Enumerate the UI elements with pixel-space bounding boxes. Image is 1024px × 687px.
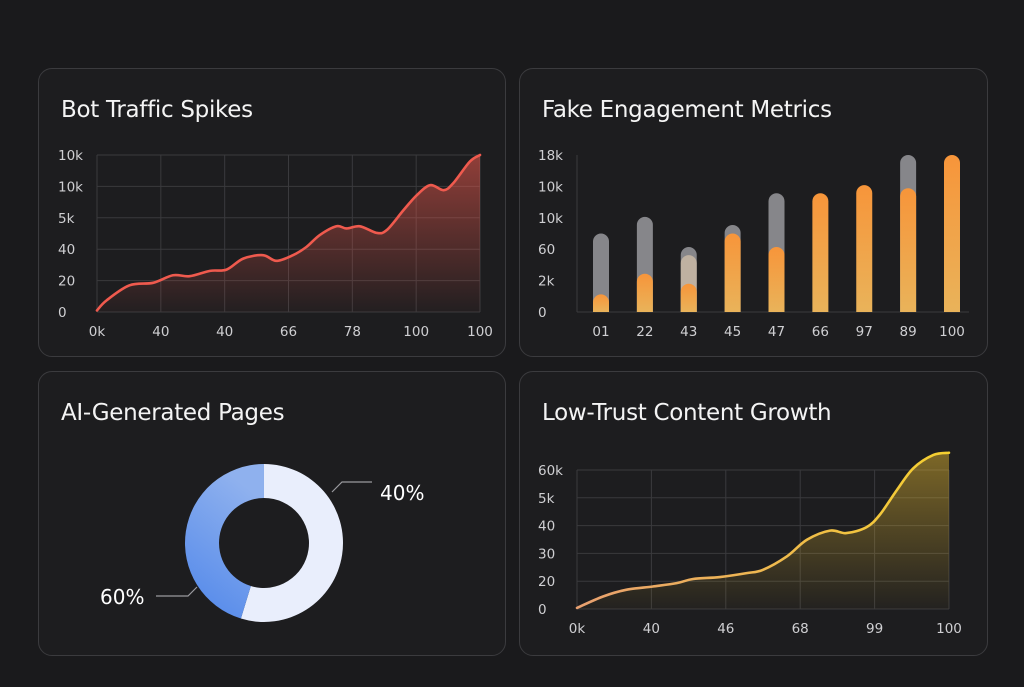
x-tick-label: 0k <box>569 621 586 637</box>
y-tick-label: 10k <box>538 211 563 227</box>
x-tick-label: 22 <box>636 324 653 340</box>
area-fill <box>577 452 949 609</box>
x-tick-label: 68 <box>792 621 809 637</box>
bar <box>680 283 697 312</box>
x-tick-label: 100 <box>403 324 429 340</box>
bot-traffic-title: Bot Traffic Spikes <box>61 97 253 123</box>
x-tick-label: 40 <box>643 621 660 637</box>
x-tick-label: 43 <box>680 324 697 340</box>
x-tick-label: 46 <box>717 621 734 637</box>
x-tick-label: 100 <box>936 621 962 637</box>
x-tick-label: 100 <box>467 324 493 340</box>
x-tick-label: 100 <box>939 324 965 340</box>
slice-label-40: 40% <box>380 481 424 505</box>
y-tick-label: 10k <box>538 179 563 195</box>
bar <box>944 155 960 312</box>
series-line <box>95 153 482 312</box>
x-tick-label: 45 <box>724 324 741 340</box>
slice-label-60: 60% <box>100 585 144 609</box>
bar <box>724 233 741 312</box>
y-tick-label: 2k <box>538 274 555 290</box>
leader-line-60 <box>156 586 198 597</box>
x-tick-label: 40 <box>216 324 233 340</box>
bar <box>856 185 873 312</box>
y-tick-label: 20 <box>538 574 555 590</box>
y-tick-label: 40 <box>58 242 75 258</box>
x-tick-label: 99 <box>866 621 883 637</box>
x-tick-label: 40 <box>152 324 169 340</box>
area-fill <box>97 155 480 312</box>
donut-slice-40 <box>240 464 343 622</box>
y-tick-label: 20 <box>58 274 75 290</box>
x-tick-label: 66 <box>812 324 829 340</box>
donut-slice-60 <box>184 464 264 619</box>
y-tick-label: 30 <box>538 546 555 562</box>
y-tick-label: 10k <box>58 148 83 164</box>
y-tick-label: 0 <box>538 305 547 321</box>
ai-pages-title: AI-Generated Pages <box>61 400 285 426</box>
x-tick-label: 78 <box>344 324 361 340</box>
fake-engagement-title: Fake Engagement Metrics <box>542 97 832 123</box>
y-tick-label: 18k <box>538 148 563 164</box>
y-tick-label: 5k <box>538 491 555 507</box>
bar <box>768 247 785 312</box>
x-tick-label: 89 <box>900 324 917 340</box>
y-tick-label: 5k <box>58 211 75 227</box>
low-trust-title: Low-Trust Content Growth <box>542 400 832 426</box>
y-tick-label: 0 <box>58 305 67 321</box>
leader-line-40 <box>331 481 372 493</box>
x-tick-label: 01 <box>592 324 609 340</box>
y-tick-label: 60k <box>538 463 563 479</box>
series-line <box>575 451 951 610</box>
y-tick-label: 0 <box>538 602 547 618</box>
bar <box>593 294 609 312</box>
bar <box>593 233 609 312</box>
x-tick-label: 47 <box>768 324 785 340</box>
bar <box>900 188 917 312</box>
x-tick-label: 0k <box>89 324 106 340</box>
x-tick-label: 66 <box>280 324 297 340</box>
x-tick-label: 97 <box>856 324 873 340</box>
y-tick-label: 10k <box>58 179 83 195</box>
y-tick-label: 60 <box>538 242 555 258</box>
bar <box>812 193 829 312</box>
y-tick-label: 40 <box>538 519 555 535</box>
bar <box>636 273 653 312</box>
